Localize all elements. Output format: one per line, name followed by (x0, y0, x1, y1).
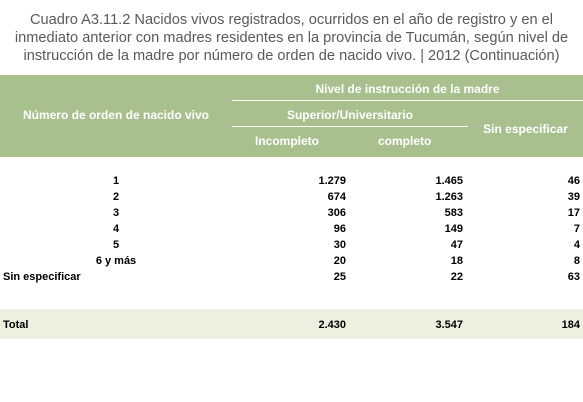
cell-completo: 583 (444, 207, 463, 219)
row-label: Sin especificar (3, 271, 81, 283)
header-divider (232, 126, 468, 127)
header-group: Nivel de instrucción de la madre (315, 82, 500, 96)
total-label: Total (3, 319, 29, 331)
header-divider (232, 100, 583, 101)
cell-incompleto: 96 (333, 223, 346, 235)
cell-incompleto: 20 (333, 255, 346, 267)
caption-line: instrucción de la madre por número de or… (23, 48, 560, 64)
cell-incompleto: 674 (327, 191, 346, 203)
cell-incompleto: 306 (327, 207, 346, 219)
table-caption: Cuadro A3.11.2 Nacidos vivos registrados… (0, 11, 583, 65)
cell-sin-especificar: 8 (573, 255, 580, 267)
cell-completo: 149 (444, 223, 463, 235)
cell-completo: 22 (450, 271, 463, 283)
cell-completo: 18 (450, 255, 463, 267)
header-row-label: Número de orden de nacido vivo (22, 108, 210, 122)
cell-sin-especificar: 46 (567, 175, 580, 187)
cell-completo: 1.263 (435, 191, 463, 203)
row-label: 2 (112, 191, 120, 203)
total-row (0, 309, 583, 339)
row-label: 1 (112, 175, 120, 187)
total-incompleto: 2.430 (318, 319, 346, 331)
cell-completo: 47 (450, 239, 463, 251)
cell-incompleto: 25 (333, 271, 346, 283)
cell-sin-especificar: 4 (573, 239, 580, 251)
caption-line: Cuadro A3.11.2 Nacidos vivos registrados… (30, 12, 553, 28)
cell-sin-especificar: 17 (567, 207, 580, 219)
header-col-sin-especificar: Sin especificar (483, 122, 568, 136)
table-header (0, 75, 583, 157)
caption-line: inmediato anterior con madres residentes… (14, 30, 569, 46)
cell-sin-especificar: 39 (567, 191, 580, 203)
total-completo: 3.547 (435, 319, 463, 331)
cell-incompleto: 30 (333, 239, 346, 251)
row-label: 4 (112, 223, 120, 235)
cell-incompleto: 1.279 (318, 175, 346, 187)
cell-sin-especificar: 7 (573, 223, 580, 235)
header-col-incompleto: Incompleto (255, 134, 320, 148)
header-subgroup: Superior/Universitario (286, 108, 414, 122)
total-sin-especificar: 184 (561, 319, 580, 331)
row-label: 3 (112, 207, 120, 219)
cell-completo: 1.465 (435, 175, 463, 187)
row-label: 5 (112, 239, 120, 251)
header-col-completo: completo (378, 134, 432, 148)
row-label: 6 y más (95, 255, 137, 267)
cell-sin-especificar: 63 (567, 271, 580, 283)
